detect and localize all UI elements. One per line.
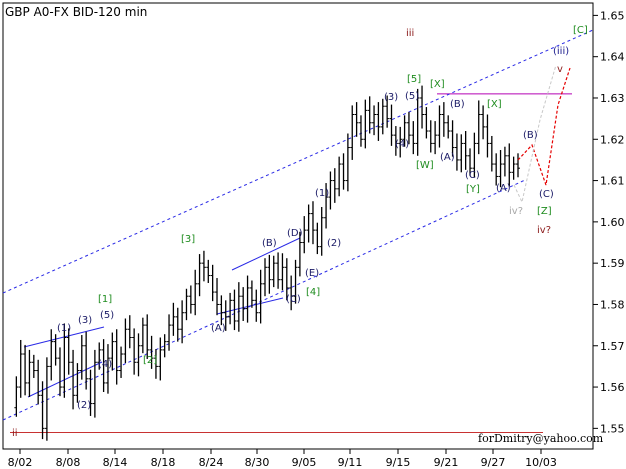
wave-label: [1] (98, 294, 112, 305)
forecast-main-path (517, 67, 571, 186)
wave-label: [X] (487, 99, 502, 110)
wave-label: [4] (306, 287, 320, 298)
x-tick-label: 8/18 (151, 456, 176, 469)
wedge-lower-line (27, 361, 103, 398)
wave-label: [2] (143, 355, 157, 366)
forecast-alt-path (513, 64, 557, 204)
y-tick-label: 1.59 (600, 257, 625, 270)
wave-label: [X] (430, 79, 445, 90)
wave-label: (2) (327, 238, 341, 249)
wave-label: [5] (407, 74, 421, 85)
wave-label: (D) (287, 228, 303, 239)
wave-label: (B) (450, 99, 465, 110)
wave-label: [Z] (537, 206, 552, 217)
x-tick-label: 8/30 (245, 456, 270, 469)
x-tick-label: 8/02 (8, 456, 33, 469)
wave-label: (B) (523, 130, 538, 141)
y-tick-label: 1.62 (600, 133, 625, 146)
y-tick-label: 1.56 (600, 381, 625, 394)
wave-label: iii (406, 28, 414, 39)
wave-label: (A) (496, 183, 511, 194)
y-tick-label: 1.61 (600, 175, 625, 188)
wave-label: ii (12, 428, 18, 439)
triangle-lower-line (216, 297, 284, 315)
y-tick-label: 1.58 (600, 298, 625, 311)
x-tick-label: 10/03 (525, 456, 557, 469)
wave-label: (1) (315, 188, 329, 199)
y-tick-label: 1.63 (600, 92, 625, 105)
wave-label: (4) (395, 139, 409, 150)
wave-label: v (557, 64, 563, 75)
wave-label: (A) (211, 323, 226, 334)
x-tick-label: 9/05 (292, 456, 317, 469)
wave-label: (2) (77, 400, 91, 411)
x-tick-label: 8/24 (199, 456, 224, 469)
wave-label: (5) (405, 91, 419, 102)
x-tick-label: 8/08 (56, 456, 81, 469)
wave-label: iv? (537, 225, 551, 236)
x-tick-label: 9/15 (386, 456, 411, 469)
wave-label: (iii) (553, 46, 569, 57)
chart-title: GBP A0-FX BID-120 min (5, 5, 147, 19)
wave-label: (3) (384, 92, 398, 103)
y-tick-label: 1.55 (600, 422, 625, 435)
wave-label: (A) (440, 152, 455, 163)
y-tick-label: 1.57 (600, 340, 625, 353)
x-tick-label: 9/27 (481, 456, 506, 469)
wave-label: (3) (78, 315, 92, 326)
wave-label: [C] (573, 25, 588, 36)
wave-label: (C) (286, 294, 301, 305)
wave-label: (5) (100, 310, 114, 321)
y-tick-label: 1.64 (600, 51, 625, 64)
wave-label: (B) (262, 238, 277, 249)
watermark: forDmitry@yahoo.com (478, 432, 604, 445)
wave-label: (C) (539, 189, 554, 200)
x-tick-label: 9/11 (338, 456, 363, 469)
wave-label: [Y] (466, 184, 480, 195)
wave-label: [3] (181, 234, 195, 245)
wave-label: (4) (98, 359, 112, 370)
wave-label: (1) (57, 323, 71, 334)
wave-label: (E) (305, 268, 319, 279)
wave-label: iv? (509, 206, 523, 217)
wave-label: (C) (465, 170, 480, 181)
x-tick-label: 8/14 (103, 456, 128, 469)
y-tick-label: 1.60 (600, 216, 625, 229)
x-tick-label: 9/21 (434, 456, 459, 469)
y-tick-label: 1.65 (600, 9, 625, 22)
triangle-upper-line (231, 237, 301, 271)
wave-label: [W] (416, 160, 434, 171)
